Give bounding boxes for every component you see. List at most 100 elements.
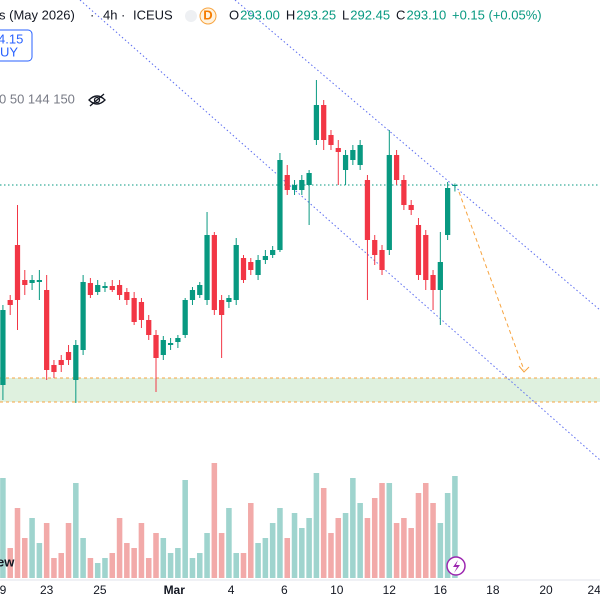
badge-text: D (203, 7, 212, 22)
volume-bar (153, 533, 159, 578)
candle-body (408, 205, 414, 210)
order-box[interactable] (0, 29, 33, 62)
volume-bar (189, 558, 196, 578)
order-button[interactable]: UY (0, 44, 18, 59)
candle-body (430, 275, 436, 290)
candle-body (277, 160, 283, 250)
volume-bar (94, 563, 101, 578)
ohlc-key: C (396, 7, 405, 22)
volume-bar (371, 498, 378, 578)
ohlc-value: 293.25 (296, 7, 336, 22)
candle-body (109, 286, 115, 290)
marks (0, 80, 458, 578)
candle-body (197, 285, 203, 295)
candle-body (262, 256, 268, 260)
ohlc-key: O (229, 7, 239, 22)
volume-bar (22, 538, 28, 578)
candle-body (335, 148, 341, 152)
candle-body (29, 280, 35, 283)
volume-bar (379, 483, 385, 578)
candle-body (175, 338, 181, 342)
candle-body (284, 175, 290, 190)
volume-bar (299, 528, 305, 578)
candle-body (131, 298, 137, 322)
volume-bar (306, 518, 312, 578)
candle-body (36, 280, 42, 282)
symbol: s (May 2026) (0, 7, 75, 22)
x-tick-label: 9 (0, 583, 7, 597)
volume-bar (0, 478, 6, 578)
volume-bar (255, 543, 261, 578)
ohlc-value: 293.00 (240, 7, 280, 22)
indicator-params: 0 50 144 150 (0, 91, 75, 106)
candle-body (379, 250, 385, 270)
volume-bar (269, 523, 276, 578)
x-tick-label: 16 (434, 583, 448, 597)
ohlc-legend: O 293.00 H 293.25 L 292.45 C 293.10 (229, 7, 446, 22)
volume-bar (328, 533, 334, 578)
candle-body (124, 292, 130, 300)
volume-bar (350, 478, 356, 578)
candle-body (240, 258, 247, 280)
candle-body (342, 155, 349, 170)
candle-body (138, 302, 145, 320)
volume-bar (116, 518, 123, 578)
volume-bar (408, 528, 414, 578)
candle-body (116, 285, 123, 295)
x-tick-label: 24 (587, 583, 600, 597)
candle-body (255, 260, 261, 275)
candle-body (204, 235, 210, 300)
logo: ew (0, 554, 15, 569)
volume-bar (43, 523, 50, 578)
x-tick-label: 25 (93, 583, 107, 597)
candle-body (423, 235, 429, 280)
candle-body (153, 335, 159, 358)
x-tick-label: 4 (228, 583, 235, 597)
ohlc-key: H (286, 7, 295, 22)
candle-body (299, 180, 305, 190)
volume-bar (218, 533, 225, 578)
candle-body (372, 240, 378, 255)
volume-bar (58, 553, 65, 578)
volume-bar (102, 558, 108, 578)
candle-body (350, 150, 356, 160)
candle-body (14, 245, 21, 300)
volume-bar (160, 538, 167, 578)
volume-bar (124, 543, 130, 578)
volume-bar (401, 518, 407, 578)
volume-bar (226, 508, 232, 578)
volume-bar (430, 503, 436, 578)
candle-body (22, 280, 28, 285)
volume-bar (233, 553, 239, 578)
x-tick-label: 12 (383, 583, 397, 597)
eye-icon[interactable] (88, 93, 106, 107)
candle-body (291, 185, 298, 190)
arrow-head (518, 365, 530, 373)
volume-bar (51, 558, 57, 578)
ohlc-key: L (342, 7, 349, 22)
volume-bar (175, 548, 181, 578)
separator: · (121, 7, 125, 22)
volume-bar (357, 503, 363, 578)
volume-bar (415, 493, 422, 578)
candle-body (219, 300, 225, 315)
volume-bar (65, 523, 72, 578)
volume-bar (452, 476, 458, 578)
separator: · (90, 7, 94, 22)
volume-bar (284, 538, 291, 578)
volume-bar (277, 508, 283, 578)
volume-bar (182, 480, 188, 578)
candle-body (51, 365, 57, 372)
x-tick-label: 23 (40, 583, 54, 597)
candle-body (415, 225, 422, 275)
candle-body (386, 155, 392, 250)
volume-bar (320, 488, 327, 578)
volume-bar (211, 463, 218, 578)
volume-bar (80, 538, 86, 578)
volume-bar (248, 503, 254, 578)
candle-body (313, 105, 320, 140)
candle-body (44, 290, 50, 370)
badge[interactable] (199, 7, 217, 25)
support-zone (0, 378, 600, 402)
candle-body (364, 180, 371, 240)
